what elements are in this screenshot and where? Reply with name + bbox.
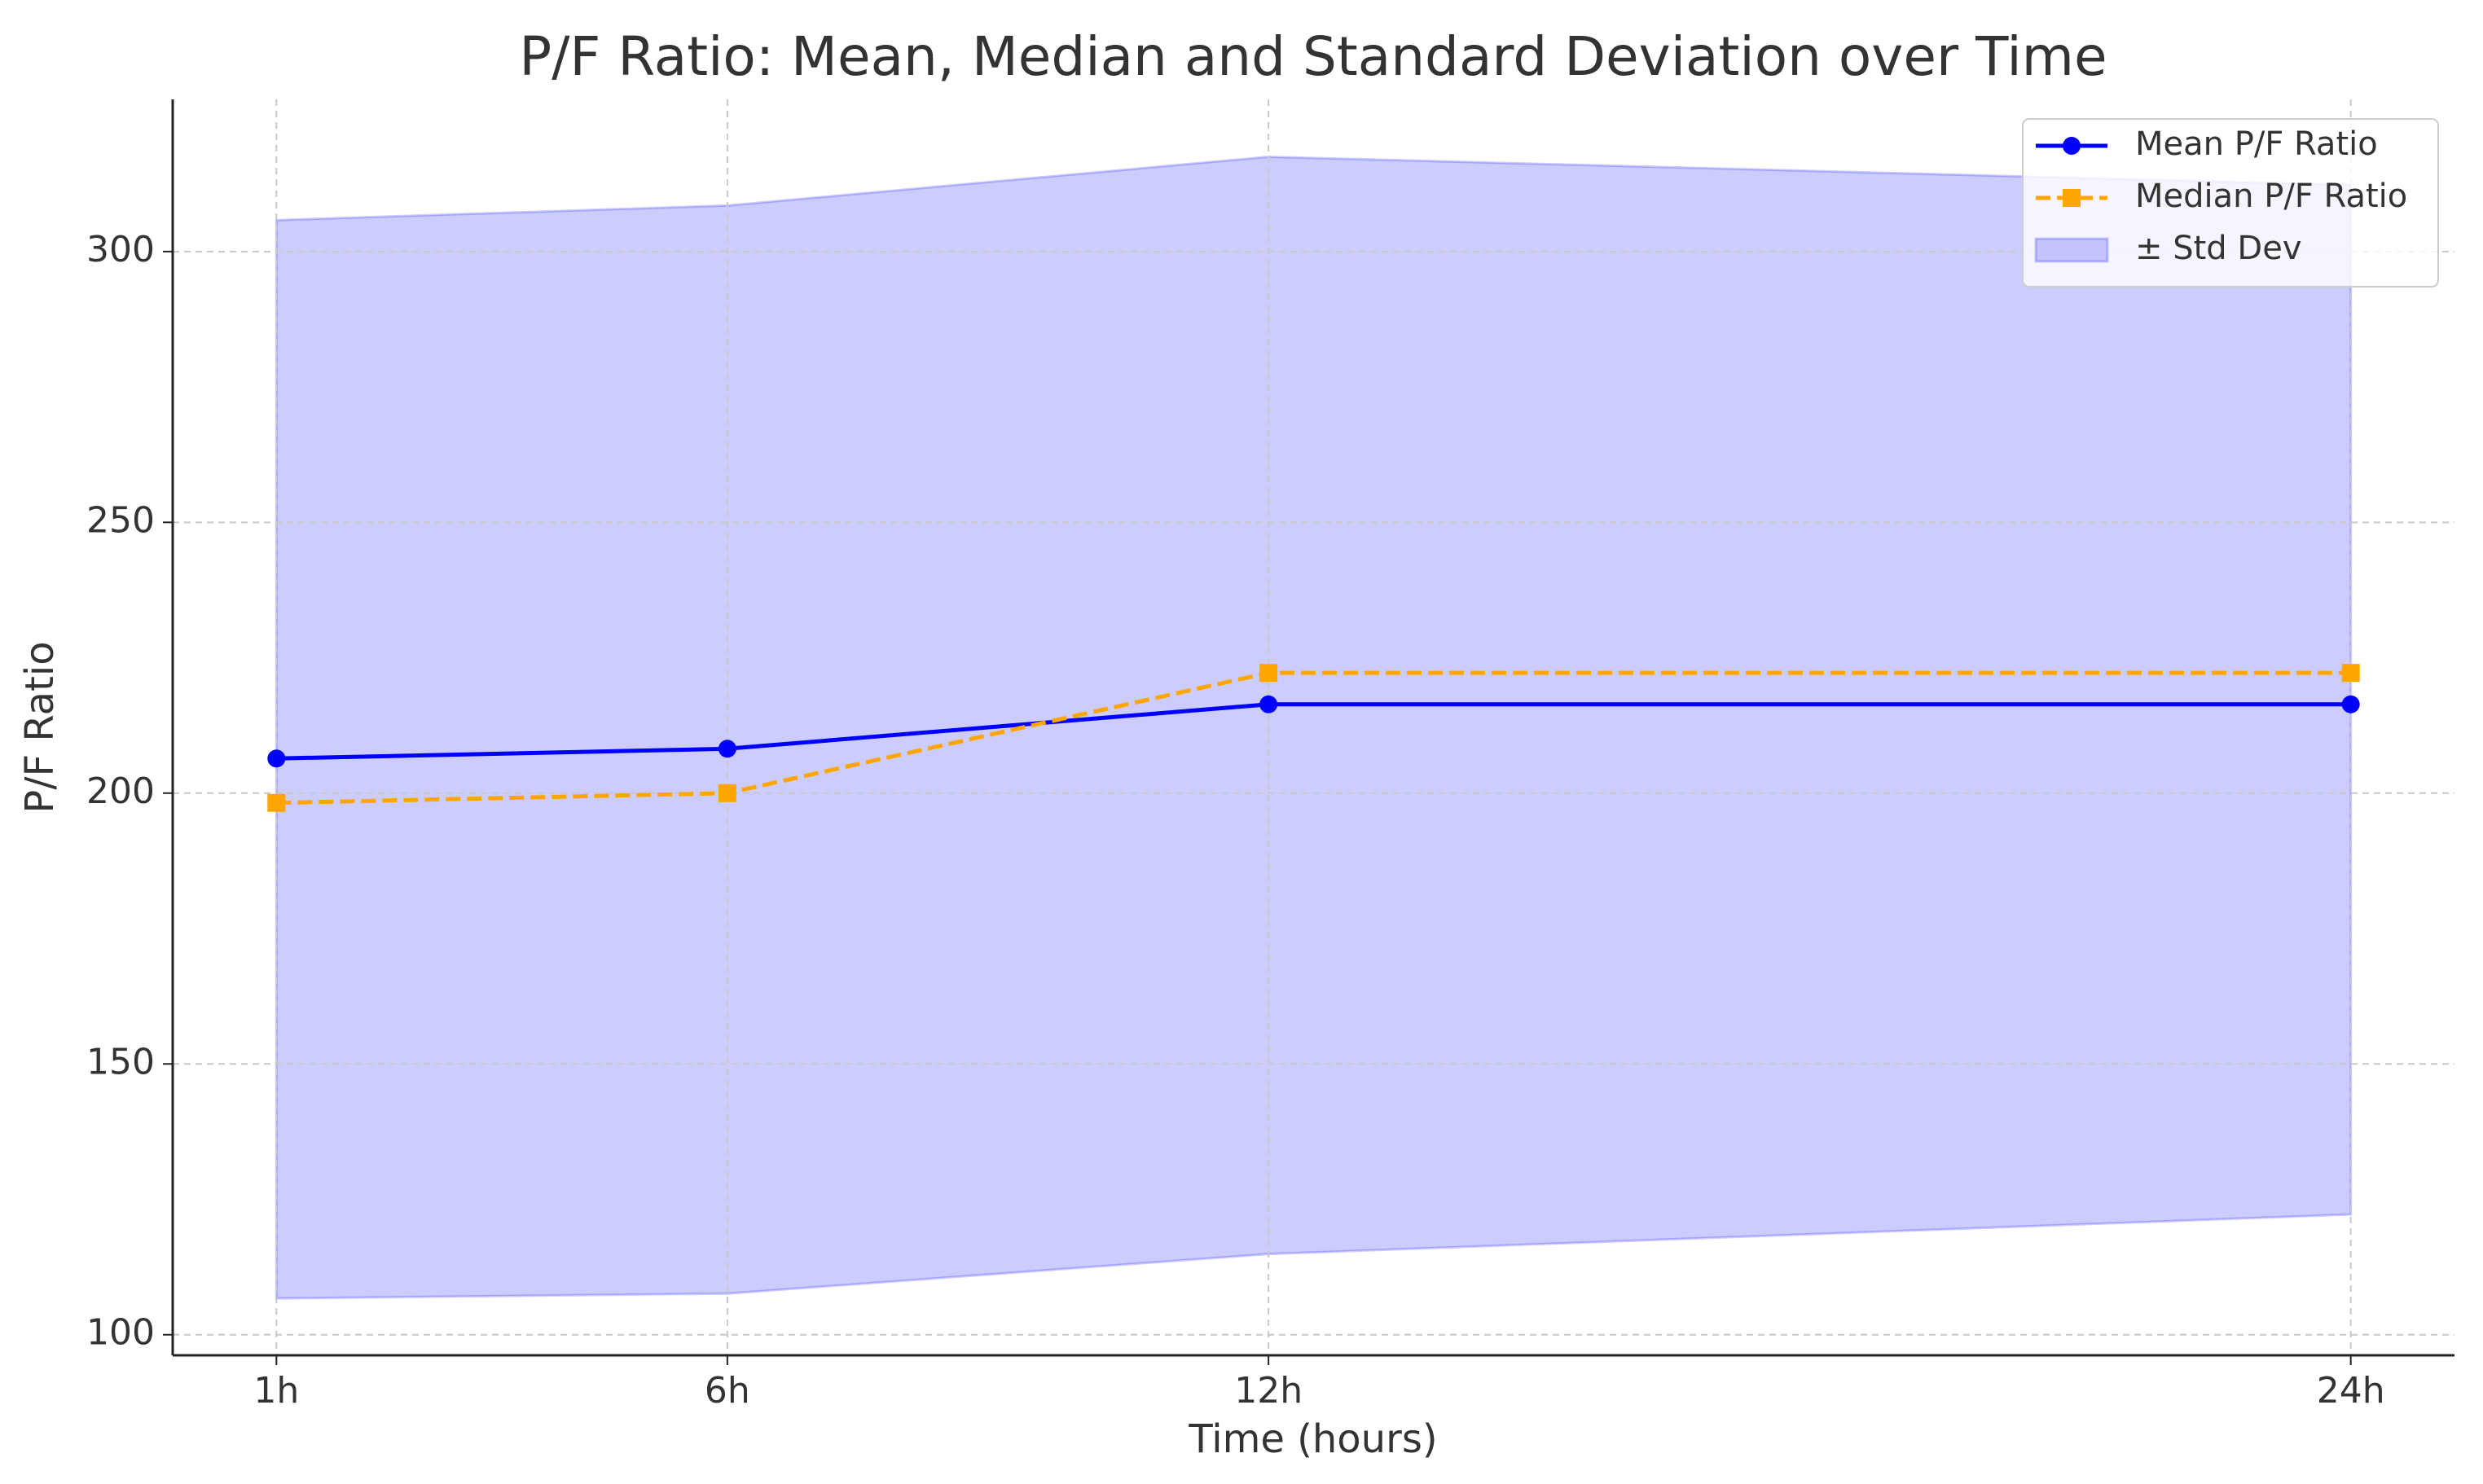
std-band	[275, 155, 2353, 1300]
y-tick-label: 250	[86, 499, 155, 541]
data-point	[2341, 695, 2360, 713]
series-line	[276, 670, 2351, 806]
legend-label: ± Std Dev	[2135, 230, 2302, 267]
y-tick-label: 200	[86, 771, 155, 812]
legend-marker	[2063, 189, 2081, 207]
data-point	[1259, 695, 1278, 713]
y-tick-label: 150	[86, 1041, 155, 1082]
y-tick-label: 100	[86, 1312, 155, 1354]
x-axis-label: Time (hours)	[1188, 1416, 1437, 1462]
legend-label: Median P/F Ratio	[2135, 178, 2407, 215]
x-tick-label: 1h	[253, 1370, 299, 1412]
x-tick-label: 24h	[2317, 1370, 2385, 1412]
y-tick-label: 300	[86, 229, 155, 270]
data-point	[718, 740, 736, 758]
data-point	[1259, 664, 1278, 683]
legend-box	[2022, 118, 2439, 288]
data-point	[267, 793, 286, 812]
legend-swatch	[2034, 237, 2109, 263]
x-tick-label: 6h	[705, 1370, 750, 1412]
y-axis-label: P/F Ratio	[17, 641, 63, 813]
x-tick-label: 12h	[1234, 1370, 1303, 1412]
data-point	[2341, 664, 2360, 683]
data-point	[718, 784, 736, 802]
legend-label: Mean P/F Ratio	[2135, 125, 2378, 163]
legend-marker	[2063, 137, 2081, 155]
chart-title: P/F Ratio: Mean, Median and Standard Dev…	[519, 25, 2107, 88]
series-line	[276, 702, 2351, 761]
legend: Mean P/F Ratio Median P/F Ratio ± Std Dev	[2022, 118, 2439, 288]
data-point	[267, 749, 286, 768]
